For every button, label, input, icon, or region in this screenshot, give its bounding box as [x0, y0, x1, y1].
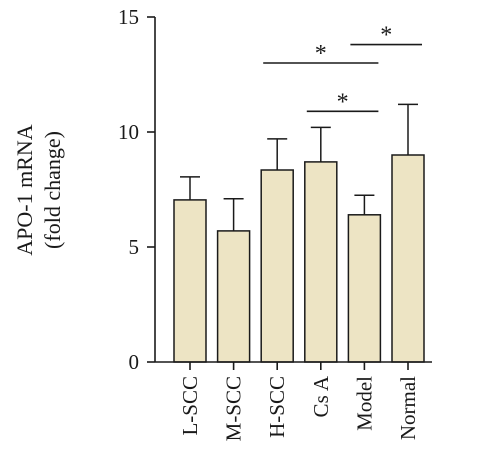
x-tick-label-model: Model: [352, 376, 376, 431]
error-bar-m-scc: [223, 197, 244, 231]
significance-bracket-1: *: [263, 41, 379, 67]
bar-m-scc: [216, 230, 251, 363]
significance-star-3: *: [380, 23, 392, 49]
significance-star-1: *: [315, 41, 327, 67]
error-bar-cs-a: [310, 126, 331, 162]
axes-group: 0 5 10 15 L-SCC M-SCC H-SCC Cs A Model Normal: [118, 5, 432, 441]
significance-bracket-3: *: [350, 23, 422, 49]
bars-group: [173, 154, 425, 363]
significance-bracket-2: *: [306, 89, 379, 115]
y-tick-label-15: 15: [118, 5, 139, 29]
y-axis-title-line-1: APO-1 mRNA: [12, 124, 37, 256]
bar-model: [347, 214, 382, 363]
error-bar-model: [354, 194, 375, 215]
y-axis-title: APO-1 mRNA (fold change): [12, 124, 65, 256]
error-bar-l-scc: [180, 176, 200, 200]
significance-star-2: *: [337, 89, 349, 115]
bar-cs-a: [304, 161, 338, 363]
bar-h-scc: [260, 169, 294, 363]
y-axis-title-line-2: (fold change): [40, 131, 65, 249]
x-tick-label-cs-a: Cs A: [309, 375, 333, 417]
y-tick-label-5: 5: [129, 235, 140, 259]
significance-group: * * *: [263, 23, 422, 115]
x-tick-label-h-scc: H-SCC: [265, 376, 289, 438]
error-bar-h-scc: [267, 138, 288, 170]
error-bars-group: [180, 103, 418, 231]
x-tick-label-l-scc: L-SCC: [178, 376, 202, 436]
y-tick-label-10: 10: [118, 120, 139, 144]
bar-normal: [391, 154, 425, 363]
bar-l-scc: [173, 199, 207, 363]
x-tick-label-normal: Normal: [396, 376, 420, 440]
error-bar-normal: [398, 103, 418, 155]
y-tick-label-0: 0: [129, 350, 140, 374]
x-tick-label-m-scc: M-SCC: [222, 376, 246, 441]
